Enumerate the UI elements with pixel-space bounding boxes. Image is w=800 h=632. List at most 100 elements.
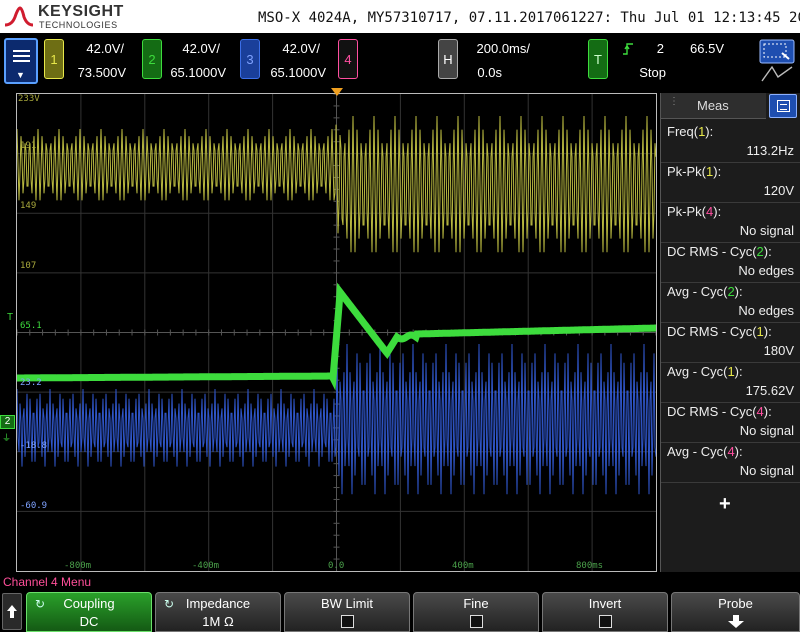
bw-limit-checkbox[interactable] (341, 615, 354, 628)
trigger-button[interactable]: T (588, 39, 608, 79)
measurement-channel: 1 (698, 124, 706, 139)
measurement-label: Avg - Cyc(4): (667, 444, 743, 459)
measurement-row[interactable]: Pk-Pk(1): 120V (661, 163, 800, 203)
measurement-row[interactable]: Pk-Pk(4): No signal (661, 203, 800, 243)
trigger-position-marker[interactable] (331, 88, 343, 97)
ch2-level-label: 65.1 (20, 321, 42, 331)
ch1-trace (17, 115, 656, 253)
measurement-label: DC RMS - Cyc(1): (667, 324, 772, 339)
measurement-row[interactable]: DC RMS - Cyc(2): No edges (661, 243, 800, 283)
keysight-wave-icon (4, 6, 34, 27)
measurement-value: No signal (739, 223, 794, 238)
measurement-value: No edges (738, 263, 794, 278)
horizontal-delay: 0.0s (477, 65, 502, 80)
measurement-label: Pk-Pk(1): (667, 164, 721, 179)
ch3-scale: 42.0V/ (282, 41, 320, 56)
trigger-level: 66.5V (690, 41, 724, 56)
ch2-scale: 42.0V/ (182, 41, 220, 56)
coupling-value: DC (79, 614, 99, 629)
time-label-3: 0.0 (328, 561, 345, 571)
measurement-value: No edges (738, 303, 794, 318)
rotate-icon: ↻ (164, 597, 175, 611)
chevron-down-icon: ▼ (16, 70, 25, 80)
brand-sub: TECHNOLOGIES (39, 20, 118, 30)
coupling-label: Coupling (63, 596, 115, 611)
bw-limit-softkey[interactable]: BW Limit (284, 592, 410, 632)
arrow-up-icon (7, 605, 17, 618)
measurement-row[interactable]: Avg - Cyc(4): No signal (661, 443, 800, 483)
measurement-channel: 2 (756, 244, 764, 259)
add-measurement-button[interactable]: + (719, 493, 731, 515)
keysight-logo: KEYSIGHT TECHNOLOGIES (4, 2, 144, 32)
measurement-row[interactable]: DC RMS - Cyc(1): 180V (661, 323, 800, 363)
measurement-row[interactable]: Avg - Cyc(2): No edges (661, 283, 800, 323)
impedance-label: Impedance (185, 596, 251, 611)
measurement-channel: 2 (727, 284, 735, 299)
fine-softkey[interactable]: Fine (413, 592, 539, 632)
measurement-value: No signal (739, 463, 794, 478)
ch3-label-3: -60.9 (20, 501, 48, 511)
measurement-prefix: DC RMS - Cyc( (667, 404, 757, 419)
measurement-channel: 4 (756, 404, 764, 419)
measurement-suffix: ): (705, 124, 714, 139)
invert-softkey[interactable]: Invert (542, 592, 668, 632)
rotate-icon: ↻ (35, 597, 46, 611)
ch2-ground-marker[interactable]: 2 (0, 415, 15, 429)
invert-checkbox[interactable] (599, 615, 612, 628)
main-menu-button[interactable]: ▼ (4, 38, 38, 84)
measurement-suffix: ): (713, 204, 722, 219)
fine-checkbox[interactable] (470, 615, 483, 628)
menu-up-button[interactable] (2, 593, 22, 630)
measurement-prefix: Pk-Pk( (667, 204, 706, 219)
ch1-offset: 73.500V (77, 65, 126, 80)
measurement-suffix: ): (763, 244, 772, 259)
ch1-label-2: 191 (20, 141, 37, 151)
impedance-softkey[interactable]: ↻ Impedance 1M Ω (155, 592, 281, 632)
device-info: MSO-X 4024A, MY57310717, 07.11.201706122… (258, 10, 800, 26)
measurement-panel: ⋮ Meas Freq(1): 113.2Hz Pk-Pk(1): 120V Pk-Pk… (660, 93, 800, 572)
measurement-label: Avg - Cyc(2): (667, 284, 743, 299)
meas-tab[interactable]: ⋮ Meas (661, 93, 766, 119)
measurement-suffix: ): (763, 324, 772, 339)
ch1-label-4: 107 (20, 261, 37, 271)
measurement-label: Avg - Cyc(1): (667, 364, 743, 379)
ch2-button[interactable]: 2 (142, 39, 162, 79)
measurement-row[interactable]: Avg - Cyc(1): 175.62V (661, 363, 800, 403)
coupling-softkey[interactable]: ↻ Coupling DC (26, 592, 152, 632)
measurement-suffix: ): (734, 444, 743, 459)
ch3-offset: 65.1000V (270, 65, 326, 80)
ch2-trace (17, 282, 656, 391)
measurement-value: 120V (763, 183, 794, 198)
menu-title: Channel 4 Menu (3, 575, 92, 589)
probe-softkey[interactable]: Probe (671, 592, 800, 632)
meas-list-icon[interactable] (769, 94, 797, 118)
invert-label: Invert (588, 596, 622, 611)
submenu-arrow-icon (728, 615, 744, 628)
rising-edge-icon (623, 43, 633, 55)
ch1-label-3: 149 (20, 201, 37, 211)
probe-label: Probe (718, 596, 753, 611)
trigger-level-marker[interactable]: T (7, 312, 14, 323)
trigger-source: 2 (656, 41, 664, 56)
waveform-grid[interactable] (16, 93, 657, 572)
ch3-button[interactable]: 3 (240, 39, 260, 79)
measurement-row[interactable]: Freq(1): 113.2Hz (661, 123, 800, 163)
measurement-row[interactable]: DC RMS - Cyc(4): No signal (661, 403, 800, 443)
time-label-5: 800ms (576, 561, 604, 571)
ch1-label-top: 233V (18, 94, 40, 104)
measurement-value: No signal (739, 423, 794, 438)
time-label-2: -400m (192, 561, 220, 571)
measurement-suffix: ): (763, 404, 772, 419)
ch4-button[interactable]: 4 (338, 39, 358, 79)
measurement-channel: 1 (756, 324, 764, 339)
header-bar: KEYSIGHT TECHNOLOGIES MSO-X 4024A, MY573… (0, 0, 800, 33)
ch1-scale: 42.0V/ (86, 41, 124, 56)
measurement-prefix: DC RMS - Cyc( (667, 324, 757, 339)
impedance-value: 1M Ω (202, 614, 234, 629)
horizontal-button[interactable]: H (438, 39, 458, 79)
ch1-button[interactable]: 1 (44, 39, 64, 79)
meas-tab-label: Meas (697, 98, 729, 113)
measurement-prefix: Freq( (667, 124, 699, 139)
measurement-suffix: ): (713, 164, 722, 179)
zoom-box-icon[interactable] (758, 37, 796, 85)
